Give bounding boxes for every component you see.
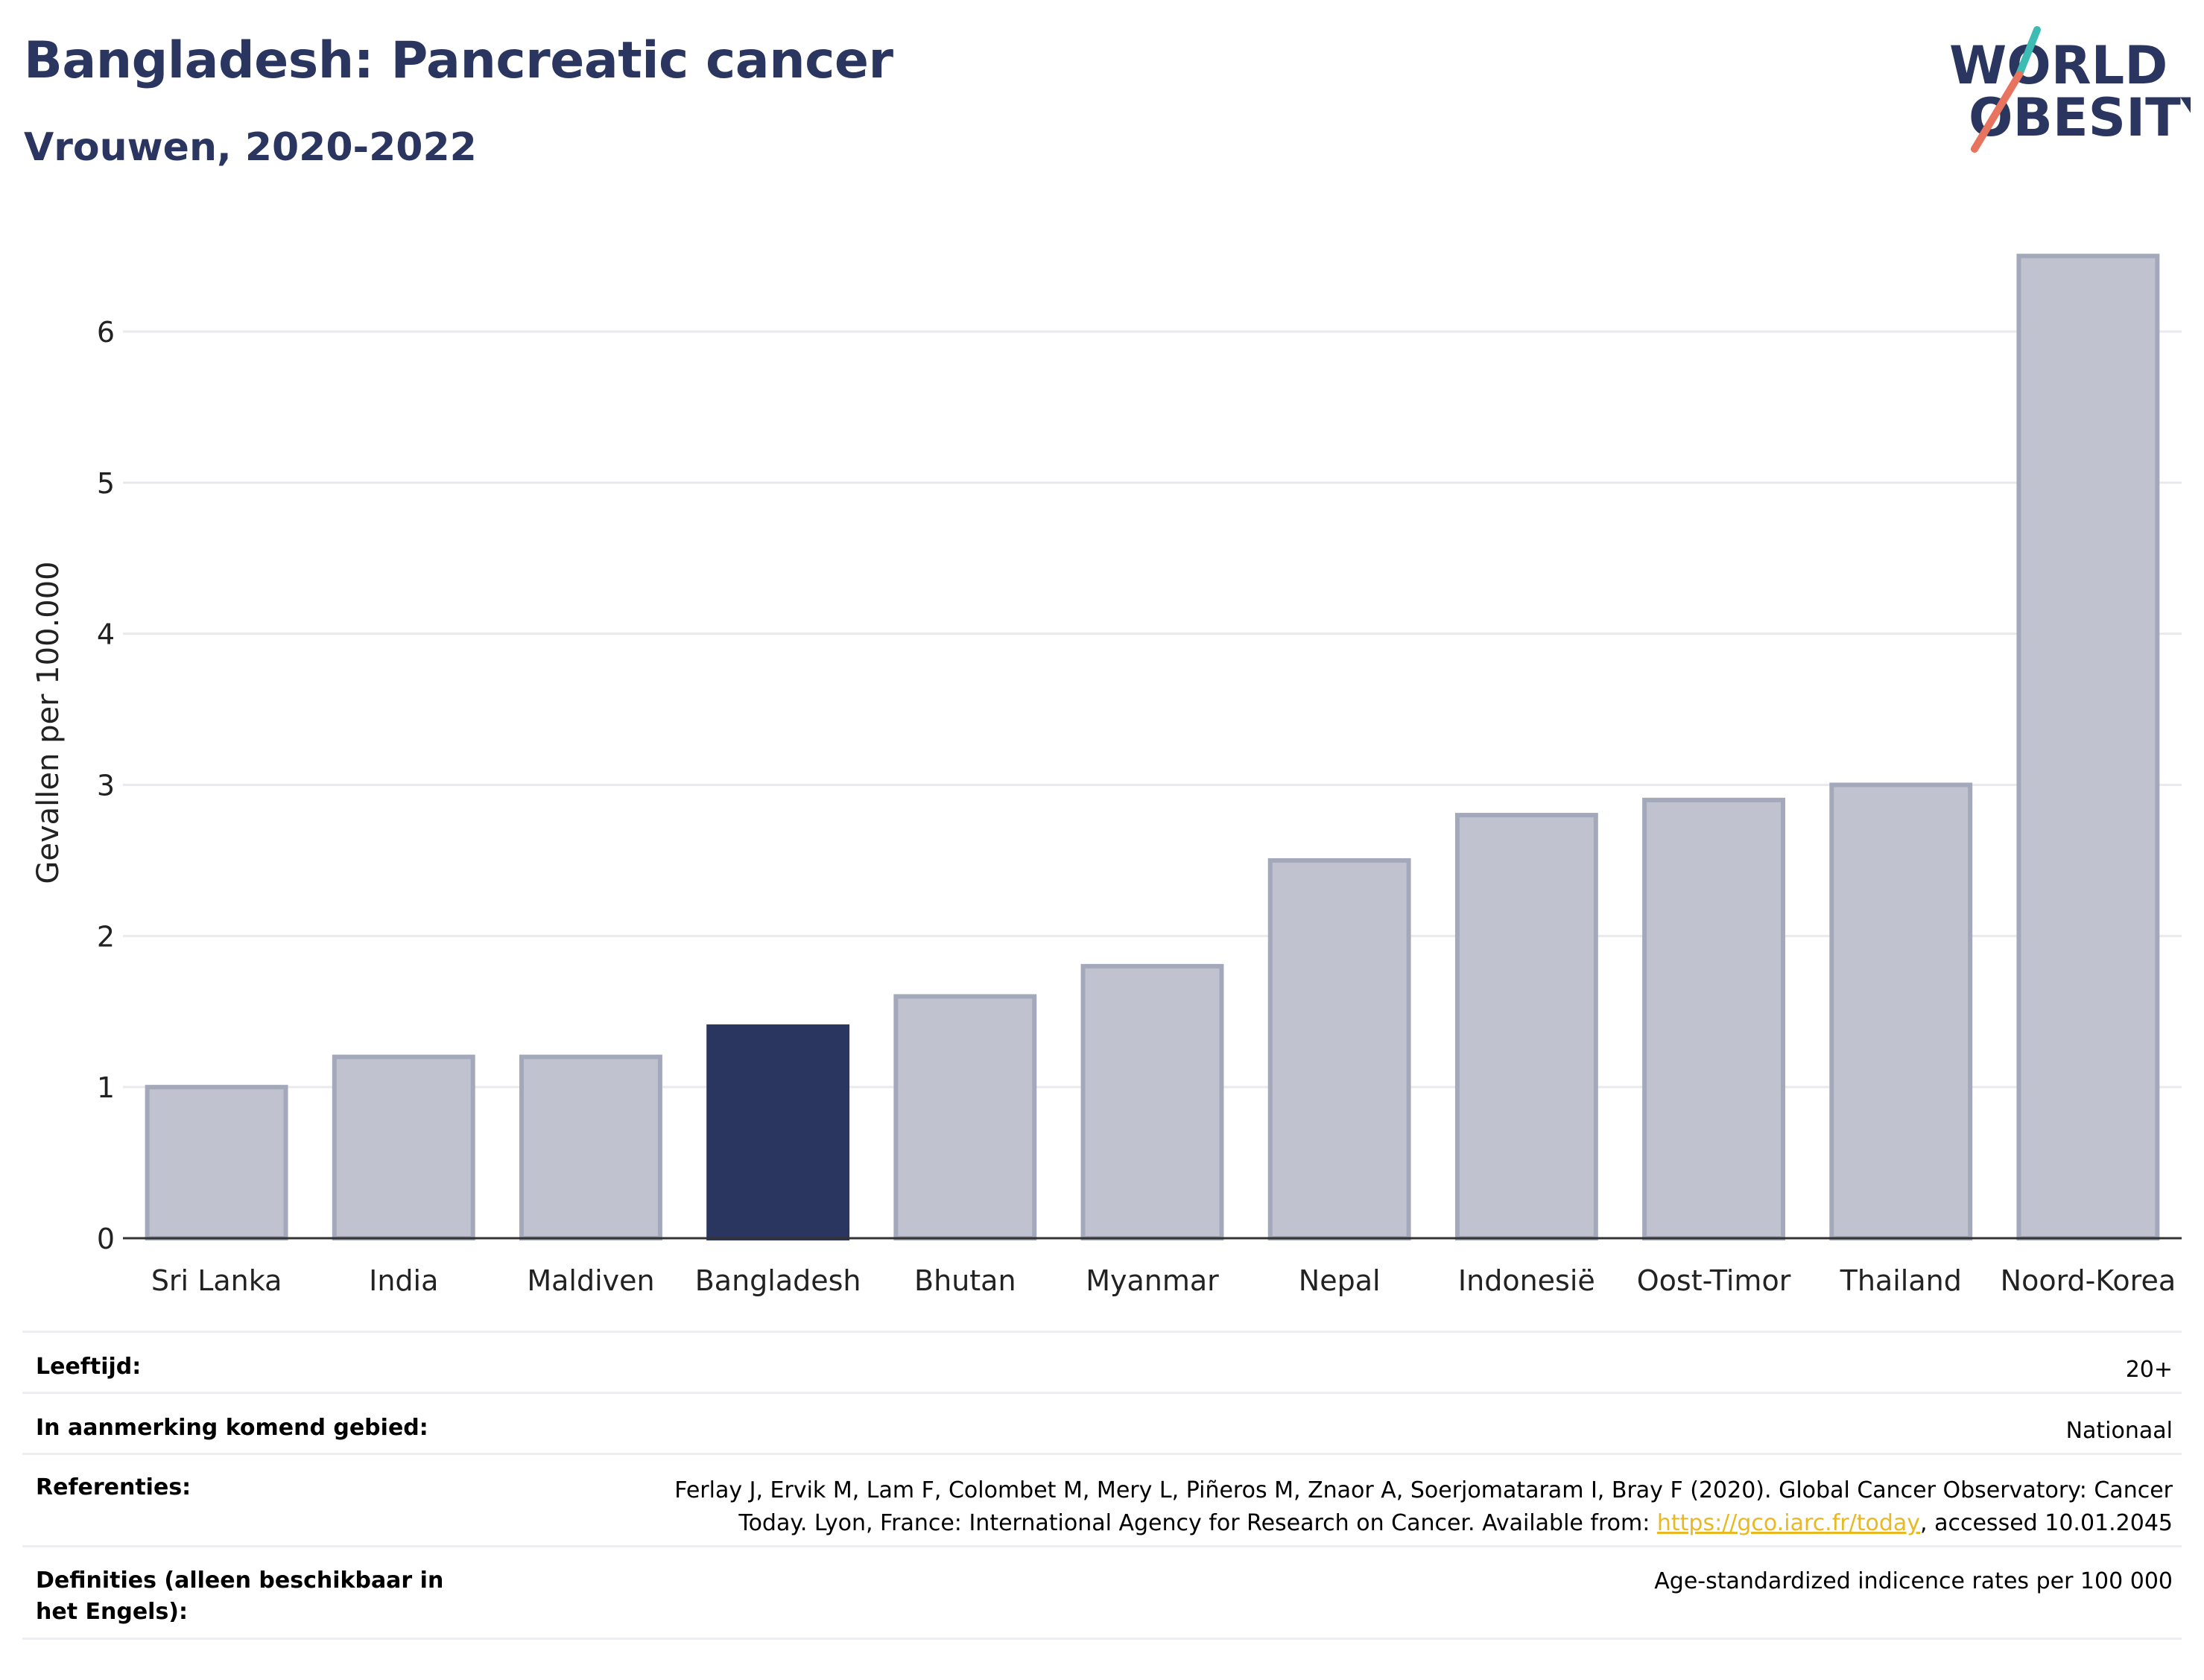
y-tick-label: 2 <box>97 920 115 953</box>
y-tick-label: 1 <box>97 1071 115 1104</box>
x-tick-label: Indonesië <box>1458 1264 1595 1297</box>
bar-nepal <box>1267 858 1411 1240</box>
y-tick-label: 0 <box>97 1223 115 1255</box>
references-line2-suffix: , accessed 10.01.2045 <box>1920 1510 2173 1536</box>
x-tick-label: Bhutan <box>914 1264 1016 1297</box>
bar-bangladesh <box>706 1024 850 1240</box>
meta-row-area: In aanmerking komend gebied: Nationaal <box>22 1392 2182 1454</box>
y-tick-label: 5 <box>97 467 115 500</box>
references-value: Ferlay J, Ervik M, Lam F, Colombet M, Me… <box>484 1453 2182 1547</box>
definitions-value: Age-standardized indicence rates per 100… <box>484 1545 2182 1640</box>
bar-indonesi- <box>1454 813 1598 1240</box>
bar-maldiven <box>519 1054 662 1240</box>
x-tick-label: Noord-Korea <box>2001 1264 2176 1297</box>
world-obesity-logo: WORLD OBESITY <box>1949 26 2191 153</box>
meta-row-references: Referenties: Ferlay J, Ervik M, Lam F, C… <box>22 1453 2182 1547</box>
y-tick-label: 4 <box>97 618 115 651</box>
label-layer: 0 1 2 3 4 5 6 Sri Lanka India Maldiven Bangladesh B… <box>97 316 2182 1297</box>
metadata-table: Leeftijd: 20+ In aanmerking komend gebie… <box>22 1331 2182 1640</box>
logo-slash-coral <box>1971 71 2023 153</box>
chart-title: Bangladesh: Pancreatic cancer <box>24 31 893 90</box>
bar-india <box>332 1054 475 1240</box>
references-link[interactable]: https://gco.iarc.fr/today <box>1656 1510 1921 1536</box>
x-tick-label: Nepal <box>1299 1264 1381 1297</box>
references-line1: Ferlay J, Ervik M, Lam F, Colombet M, Me… <box>674 1477 2173 1503</box>
bar-thailand <box>1829 782 1973 1240</box>
y-tick-label: 6 <box>97 316 115 349</box>
references-label: Referenties: <box>22 1453 484 1547</box>
x-tick-label: Myanmar <box>1086 1264 1219 1297</box>
logo-slash-teal <box>2015 26 2041 78</box>
y-axis-label: Gevallen per 100.000 <box>31 561 66 884</box>
bar-chart: 0 1 2 3 4 5 6 Sri Lanka India Maldiven Bangladesh B… <box>31 253 2182 1297</box>
meta-row-age: Leeftijd: 20+ <box>22 1331 2182 1393</box>
x-tick-label: Oost-Timor <box>1637 1264 1791 1297</box>
x-tick-label: Sri Lanka <box>151 1264 282 1297</box>
logo-text-world: WORLD <box>1949 35 2167 96</box>
x-tick-label: Thailand <box>1840 1264 1962 1297</box>
y-tick-label: 3 <box>97 770 115 802</box>
bar-oost-timor <box>1642 797 1785 1240</box>
area-value: Nationaal <box>484 1392 2182 1454</box>
x-tick-label: Maldiven <box>527 1264 654 1297</box>
age-value: 20+ <box>484 1331 2182 1393</box>
age-label: Leeftijd: <box>22 1331 484 1393</box>
definitions-label: Definities (alleen beschikbaar in het En… <box>22 1545 484 1640</box>
bar-bhutan <box>893 994 1037 1240</box>
x-tick-label: India <box>369 1264 438 1297</box>
bar-myanmar <box>1080 963 1224 1241</box>
x-tick-label: Bangladesh <box>695 1264 861 1297</box>
bar-sri-lanka <box>145 1085 288 1240</box>
area-label: In aanmerking komend gebied: <box>22 1392 484 1454</box>
references-line2-prefix: Today. Lyon, France: International Agenc… <box>738 1510 1657 1536</box>
bar-noord-korea <box>2016 253 2160 1240</box>
chart-subtitle: Vrouwen, 2020-2022 <box>24 125 477 170</box>
bar-layer <box>145 253 2160 1241</box>
meta-row-definitions: Definities (alleen beschikbaar in het En… <box>22 1545 2182 1640</box>
